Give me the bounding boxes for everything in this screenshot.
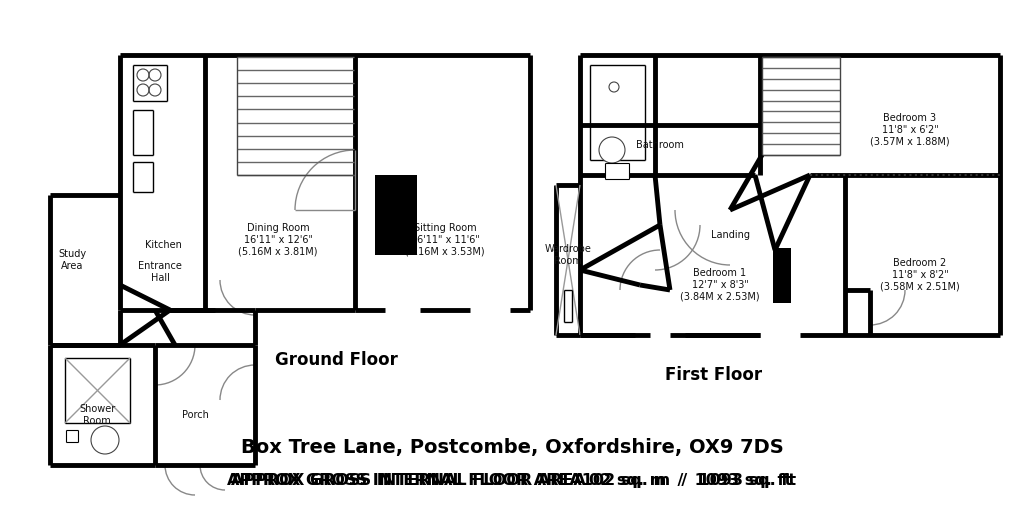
Text: First Floor: First Floor [665, 366, 762, 384]
Text: APPROX GROSS INTERNAL FLOOR AREA102 sq. m  /  1093 sq. ft: APPROX GROSS INTERNAL FLOOR AREA102 sq. … [227, 472, 797, 487]
Bar [375, 175, 417, 255]
Bar [605, 163, 629, 179]
Bar [133, 162, 153, 192]
Text: APPROX GROSS INTERNAL FLOOR AREA 02 sq. m  /  1093 sq. ft: APPROX GROSS INTERNAL FLOOR AREA 02 sq. … [231, 472, 793, 487]
Bar [65, 358, 130, 423]
Bar [133, 65, 167, 101]
Text: Porch: Porch [181, 410, 209, 420]
Circle shape [91, 426, 119, 454]
Text: Sitting Room
16'11" x 11'6"
(5.16M x 3.53M): Sitting Room 16'11" x 11'6" (5.16M x 3.5… [406, 223, 484, 257]
Text: Bedroom 3
11'8" x 6'2"
(3.57M x 1.88M): Bedroom 3 11'8" x 6'2" (3.57M x 1.88M) [870, 113, 950, 146]
Circle shape [609, 82, 618, 92]
Bar [66, 430, 78, 442]
Bar [595, 68, 638, 150]
Circle shape [599, 137, 625, 163]
Text: Landing: Landing [711, 230, 750, 240]
Text: Box Tree Lane, Postcombe, Oxfordshire, OX9 7DS: Box Tree Lane, Postcombe, Oxfordshire, O… [241, 438, 783, 458]
Text: Bedroom 2
11'8" x 8'2"
(3.58M x 2.51M): Bedroom 2 11'8" x 8'2" (3.58M x 2.51M) [880, 258, 959, 292]
Text: Dining Room
16'11" x 12'6"
(5.16M x 3.81M): Dining Room 16'11" x 12'6" (5.16M x 3.81… [239, 223, 317, 257]
Bar [590, 65, 645, 160]
Text: Kitchen: Kitchen [144, 240, 181, 250]
Text: Bedroom 1
12'7" x 8'3"
(3.84M x 2.53M): Bedroom 1 12'7" x 8'3" (3.84M x 2.53M) [680, 268, 760, 302]
Text: Ground Floor: Ground Floor [275, 351, 398, 369]
Bar [133, 110, 153, 155]
Bar [773, 248, 791, 303]
Text: Shower
Room: Shower Room [79, 404, 115, 426]
Text: Entrance
Hall: Entrance Hall [138, 261, 182, 283]
Bar [564, 290, 572, 322]
Text: Study
Area: Study Area [58, 249, 86, 271]
Text: Wardrobe
Room: Wardrobe Room [545, 244, 592, 266]
Text: Bathroom: Bathroom [636, 140, 684, 150]
